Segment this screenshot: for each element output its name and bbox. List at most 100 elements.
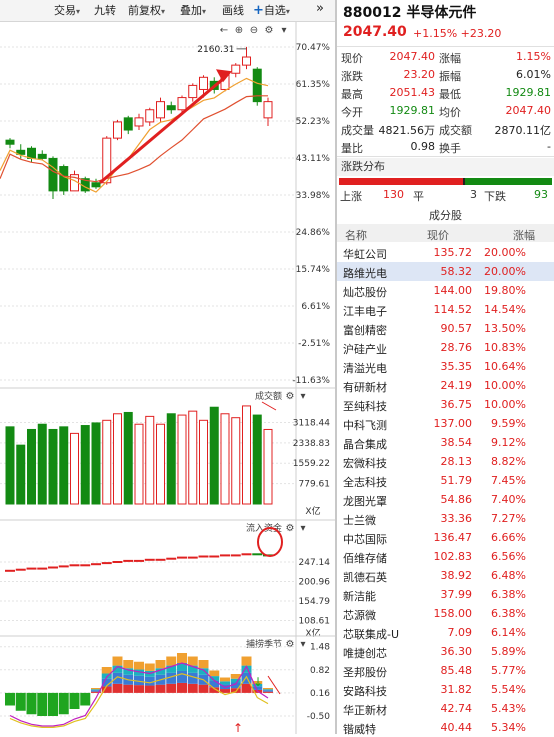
indicator-bar xyxy=(166,683,177,693)
volume-axis-label: 1559.22 xyxy=(293,459,330,469)
adjust-menu[interactable]: 前复权▾ xyxy=(128,3,165,19)
indicator-bar xyxy=(241,656,252,666)
volume-bar xyxy=(145,415,155,505)
highlight-circle xyxy=(257,527,283,557)
quote-value: - xyxy=(547,140,551,153)
component-row[interactable]: 有研新材 24.19 10.00% xyxy=(337,376,554,395)
component-row[interactable]: 士兰微 33.36 7.27% xyxy=(337,509,554,528)
col-price[interactable]: 现价 xyxy=(427,229,449,242)
quote-value: 2051.43 xyxy=(389,86,436,99)
chevron-down-icon[interactable]: ▾ xyxy=(281,25,286,36)
volume-axis-label: 2338.83 xyxy=(293,439,330,449)
component-row[interactable]: 全志科技 51.79 7.45% xyxy=(337,471,554,490)
quote-label: 最高 xyxy=(341,88,363,101)
volume-bar xyxy=(156,423,165,505)
indicator-title: 捕捞季节 xyxy=(246,638,282,650)
stock-change: 7.45% xyxy=(491,474,526,487)
indicator-bar xyxy=(166,656,177,666)
flat-count: 3 xyxy=(470,188,477,201)
component-row[interactable]: 路维光电 58.32 20.00% xyxy=(337,262,554,281)
component-row[interactable]: 灿芯股份 144.00 19.80% xyxy=(337,281,554,300)
volume-bar xyxy=(209,406,219,505)
component-row[interactable]: 江丰电子 114.52 14.54% xyxy=(337,300,554,319)
indicator-bar xyxy=(101,678,112,687)
down-arrow-icon: ↓ xyxy=(253,675,263,689)
indicator-bar xyxy=(177,662,187,671)
indicator-bar xyxy=(209,680,220,688)
gear-icon[interactable]: ⚙ xyxy=(286,639,295,650)
quote-label: 涨跌 xyxy=(341,70,363,83)
component-row[interactable]: 芯联集成-U 7.09 6.14% xyxy=(337,623,554,642)
stock-change: 20.00% xyxy=(484,246,526,259)
stock-name: 清溢光电 xyxy=(343,362,387,375)
zoom-out-icon[interactable]: ⊖ xyxy=(250,25,258,36)
indicator-bar xyxy=(198,668,209,675)
col-name[interactable]: 名称 xyxy=(345,229,367,242)
panel-divider[interactable] xyxy=(335,0,337,734)
chevron-down-icon[interactable]: ▾ xyxy=(300,639,305,650)
back-icon[interactable]: ← xyxy=(220,25,228,36)
gear-icon[interactable]: ⚙ xyxy=(265,25,274,36)
flow-title: 流入资金 xyxy=(246,522,282,534)
component-row[interactable]: 唯捷创芯 36.30 5.89% xyxy=(337,642,554,661)
draw-line-button[interactable]: 画线 xyxy=(222,4,244,17)
chevron-down-icon[interactable]: ▾ xyxy=(300,523,305,534)
indicator-bar xyxy=(263,688,273,690)
add-watchlist-button[interactable]: +自选▾ xyxy=(253,3,290,19)
price-axis-label: 6.61% xyxy=(301,302,330,312)
component-row[interactable]: 安路科技 31.82 5.54% xyxy=(337,680,554,699)
candle-body xyxy=(37,153,47,159)
stock-change: 5.54% xyxy=(491,683,526,696)
stock-change: 6.66% xyxy=(491,531,526,544)
component-row[interactable]: 佰维存储 102.83 6.56% xyxy=(337,547,554,566)
stock-name: 芯联集成-U xyxy=(343,628,400,641)
volume-bar xyxy=(102,419,112,505)
component-row[interactable]: 中芯国际 136.47 6.66% xyxy=(337,528,554,547)
component-row[interactable]: 锴威特 40.44 5.34% xyxy=(337,718,554,737)
stock-price: 28.13 xyxy=(440,455,473,468)
down-count: 93 xyxy=(534,188,548,201)
indicator-bar xyxy=(80,692,91,706)
more-button[interactable]: » xyxy=(316,1,324,16)
component-row[interactable]: 龙图光罩 54.86 7.40% xyxy=(337,490,554,509)
gear-icon[interactable]: ⚙ xyxy=(286,391,295,402)
component-row[interactable]: 芯源微 158.00 6.38% xyxy=(337,604,554,623)
component-row[interactable]: 清溢光电 35.35 10.64% xyxy=(337,357,554,376)
chevron-down-icon[interactable]: ▾ xyxy=(300,391,305,402)
component-row[interactable]: 圣邦股份 85.48 5.77% xyxy=(337,661,554,680)
indicator-bar xyxy=(5,692,15,706)
volume-title: 成交额 xyxy=(255,390,282,402)
component-row[interactable]: 华虹公司 135.72 20.00% xyxy=(337,243,554,262)
nine-turn-button[interactable]: 九转 xyxy=(94,4,116,17)
overlay-menu[interactable]: 叠加▾ xyxy=(180,3,206,19)
component-row[interactable]: 新洁能 37.99 6.38% xyxy=(337,585,554,604)
candle-body xyxy=(252,68,262,103)
trade-menu[interactable]: 交易▾ xyxy=(54,3,80,19)
flow-unit: X亿 xyxy=(305,627,320,639)
stock-name: 华虹公司 xyxy=(343,248,387,261)
quote-value: 1929.81 xyxy=(389,104,436,117)
component-row[interactable]: 富创精密 90.57 13.50% xyxy=(337,319,554,338)
volume-bar xyxy=(27,428,36,505)
component-row[interactable]: 至纯科技 36.75 10.00% xyxy=(337,395,554,414)
quote-label: 振幅 xyxy=(439,70,461,83)
chart-area[interactable]: 70.47% 61.35% 52.23% 43.11% 33.98% 24.86% 15.7… xyxy=(0,22,335,734)
stock-name: 至纯科技 xyxy=(343,400,387,413)
change-value: +23.20 xyxy=(460,27,502,40)
indicator-axis-label: -0.50 xyxy=(307,712,331,722)
gear-icon[interactable]: ⚙ xyxy=(286,523,295,534)
zoom-in-icon[interactable]: ⊕ xyxy=(235,25,243,36)
component-row[interactable]: 华正新材 42.74 5.43% xyxy=(337,699,554,718)
stock-name: 龙图光罩 xyxy=(343,495,387,508)
component-row[interactable]: 凯德石英 38.92 6.48% xyxy=(337,566,554,585)
component-row[interactable]: 宏微科技 28.13 8.82% xyxy=(337,452,554,471)
candle-body xyxy=(102,137,112,184)
indicator-bar xyxy=(134,675,144,686)
component-row[interactable]: 晶合集成 38.54 9.12% xyxy=(337,433,554,452)
col-change[interactable]: 涨幅 xyxy=(513,229,535,242)
component-row[interactable]: 中科飞测 137.00 9.59% xyxy=(337,414,554,433)
candle-body xyxy=(134,117,144,127)
indicator-bar xyxy=(134,685,144,693)
component-row[interactable]: 沪硅产业 28.76 10.83% xyxy=(337,338,554,357)
indicator-bar xyxy=(134,669,144,676)
